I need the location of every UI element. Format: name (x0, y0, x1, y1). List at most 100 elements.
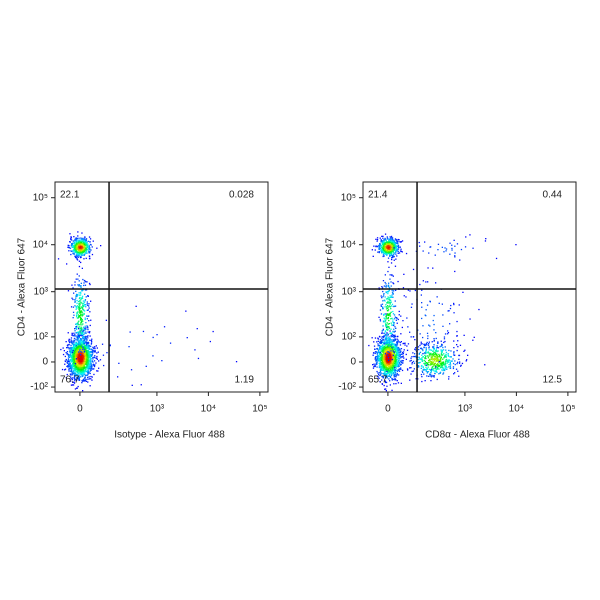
event-dot (453, 354, 455, 356)
event-dot (459, 344, 462, 346)
event-dot (79, 367, 81, 369)
event-dot (405, 353, 407, 356)
event-dot (87, 342, 90, 344)
event-dot (383, 384, 385, 387)
event-dot (373, 352, 375, 354)
event-dot (81, 374, 83, 376)
event-dot (76, 313, 78, 315)
event-dot (376, 360, 378, 362)
event-dot (380, 313, 383, 315)
event-dot (396, 245, 398, 247)
event-dot (378, 246, 381, 248)
event-dot (82, 369, 84, 371)
event-dot (77, 241, 80, 244)
event-dot (72, 242, 74, 244)
event-dot (388, 251, 390, 253)
event-dot (80, 362, 83, 364)
event-dot (91, 338, 93, 340)
event-dot (389, 315, 392, 317)
event-dot (75, 360, 77, 362)
event-dot (88, 245, 90, 248)
event-dot (392, 364, 394, 366)
event-dot (386, 342, 389, 344)
event-dot (82, 335, 84, 338)
event-dot (394, 362, 397, 364)
event-dot (428, 343, 430, 345)
event-dot (381, 245, 383, 247)
event-dot (379, 309, 382, 311)
event-dot (71, 360, 73, 362)
event-dot (439, 372, 441, 374)
event-dot (383, 352, 385, 354)
event-dot (71, 354, 73, 356)
event-dot (382, 336, 385, 338)
event-dot (442, 366, 444, 369)
event-dot (80, 242, 83, 244)
event-dot (80, 320, 83, 322)
event-dot (392, 340, 394, 342)
event-dot (430, 361, 432, 363)
event-dot (391, 274, 393, 277)
event-dot (383, 350, 385, 353)
event-dot (68, 355, 70, 357)
event-dot (395, 258, 397, 260)
event-dot (427, 364, 429, 366)
event-dot (396, 347, 399, 349)
event-dot (381, 330, 383, 332)
event-dot (398, 356, 400, 358)
event-dot (395, 348, 397, 350)
event-dot (79, 354, 81, 357)
event-dot (396, 365, 398, 367)
event-dot (401, 362, 404, 364)
event-dot (454, 360, 456, 362)
event-dot (75, 252, 77, 254)
event-dot (73, 332, 75, 334)
event-dot (131, 384, 133, 386)
event-dot (71, 365, 74, 367)
event-dot (386, 245, 388, 247)
event-dot (422, 353, 424, 355)
event-dot (393, 314, 396, 316)
event-dot (430, 370, 432, 372)
event-dot (420, 341, 422, 343)
event-dot (445, 356, 447, 358)
event-dot (440, 356, 442, 359)
event-dot (390, 339, 393, 341)
event-dot (386, 325, 388, 327)
event-dot (396, 346, 398, 348)
event-dot (387, 250, 389, 252)
event-dot (417, 365, 420, 367)
event-dot (425, 368, 427, 371)
event-dot (414, 348, 416, 350)
event-dot (428, 355, 430, 357)
event-dot (76, 243, 78, 246)
event-dot (430, 380, 432, 382)
event-dot (78, 334, 80, 336)
event-dot (376, 375, 379, 377)
event-dot (396, 239, 398, 241)
event-dot (432, 375, 434, 377)
event-dot (414, 339, 416, 341)
event-dot (95, 357, 97, 359)
event-dot (437, 342, 439, 344)
event-dot (389, 356, 391, 358)
event-dot (386, 368, 388, 370)
event-dot (83, 344, 85, 346)
event-dot (386, 246, 388, 249)
event-dot (390, 356, 392, 358)
event-dot (428, 368, 431, 371)
event-dot (420, 373, 423, 376)
event-dot (78, 379, 81, 381)
event-dot (400, 361, 402, 363)
event-dot (434, 356, 436, 358)
event-dot (145, 365, 147, 367)
event-dot (88, 245, 90, 247)
event-dot (410, 367, 412, 369)
event-dot (77, 253, 79, 255)
event-dot (78, 252, 80, 254)
event-dot (384, 364, 386, 366)
event-dot (387, 317, 390, 319)
event-dot (78, 333, 80, 335)
event-dot (389, 380, 391, 382)
event-dot (79, 356, 81, 359)
